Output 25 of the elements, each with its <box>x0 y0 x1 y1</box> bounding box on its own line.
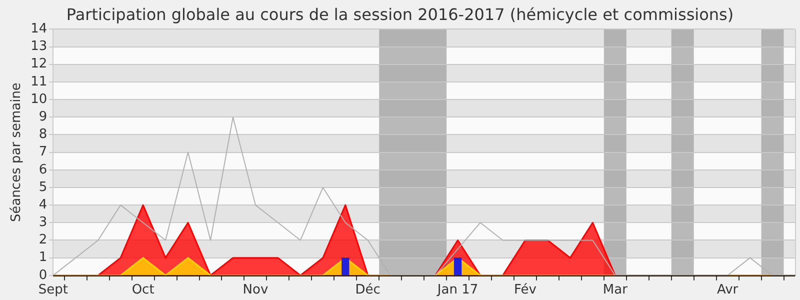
x-tick-label: Nov <box>242 282 268 298</box>
x-tick-label: Sept <box>38 282 68 298</box>
y-axis-title: Séances par semaine <box>9 82 24 222</box>
y-tick-label: 13 <box>30 39 48 54</box>
y-tick-label: 1 <box>38 250 48 266</box>
x-tick-label: Avr <box>716 282 739 298</box>
y-tick-label: 9 <box>38 110 48 125</box>
y-tick-label: 12 <box>30 56 48 72</box>
y-tick-label: 10 <box>30 92 48 107</box>
y-tick-label: 6 <box>38 162 48 178</box>
y-tick-label: 5 <box>38 180 48 195</box>
y-tick-label: 14 <box>30 22 48 37</box>
y-tick-label: 0 <box>38 268 48 283</box>
x-tick-label: Jan 17 <box>436 282 478 298</box>
y-tick-label: 3 <box>38 215 48 230</box>
y-tick-label: 2 <box>38 232 48 248</box>
x-tick-label: Oct <box>132 282 154 298</box>
x-tick-label: Déc <box>355 282 380 298</box>
y-tick-label: 11 <box>30 74 48 90</box>
chart-title: Participation globale au cours de la session 2016-2017 (hémicycle et commissions) <box>66 4 734 24</box>
x-tick-label: Fév <box>514 282 537 298</box>
x-tick-label: Mar <box>602 282 628 298</box>
y-tick-label: 8 <box>38 127 48 142</box>
y-tick-label: 7 <box>38 144 48 160</box>
y-tick-label: 4 <box>38 197 48 212</box>
